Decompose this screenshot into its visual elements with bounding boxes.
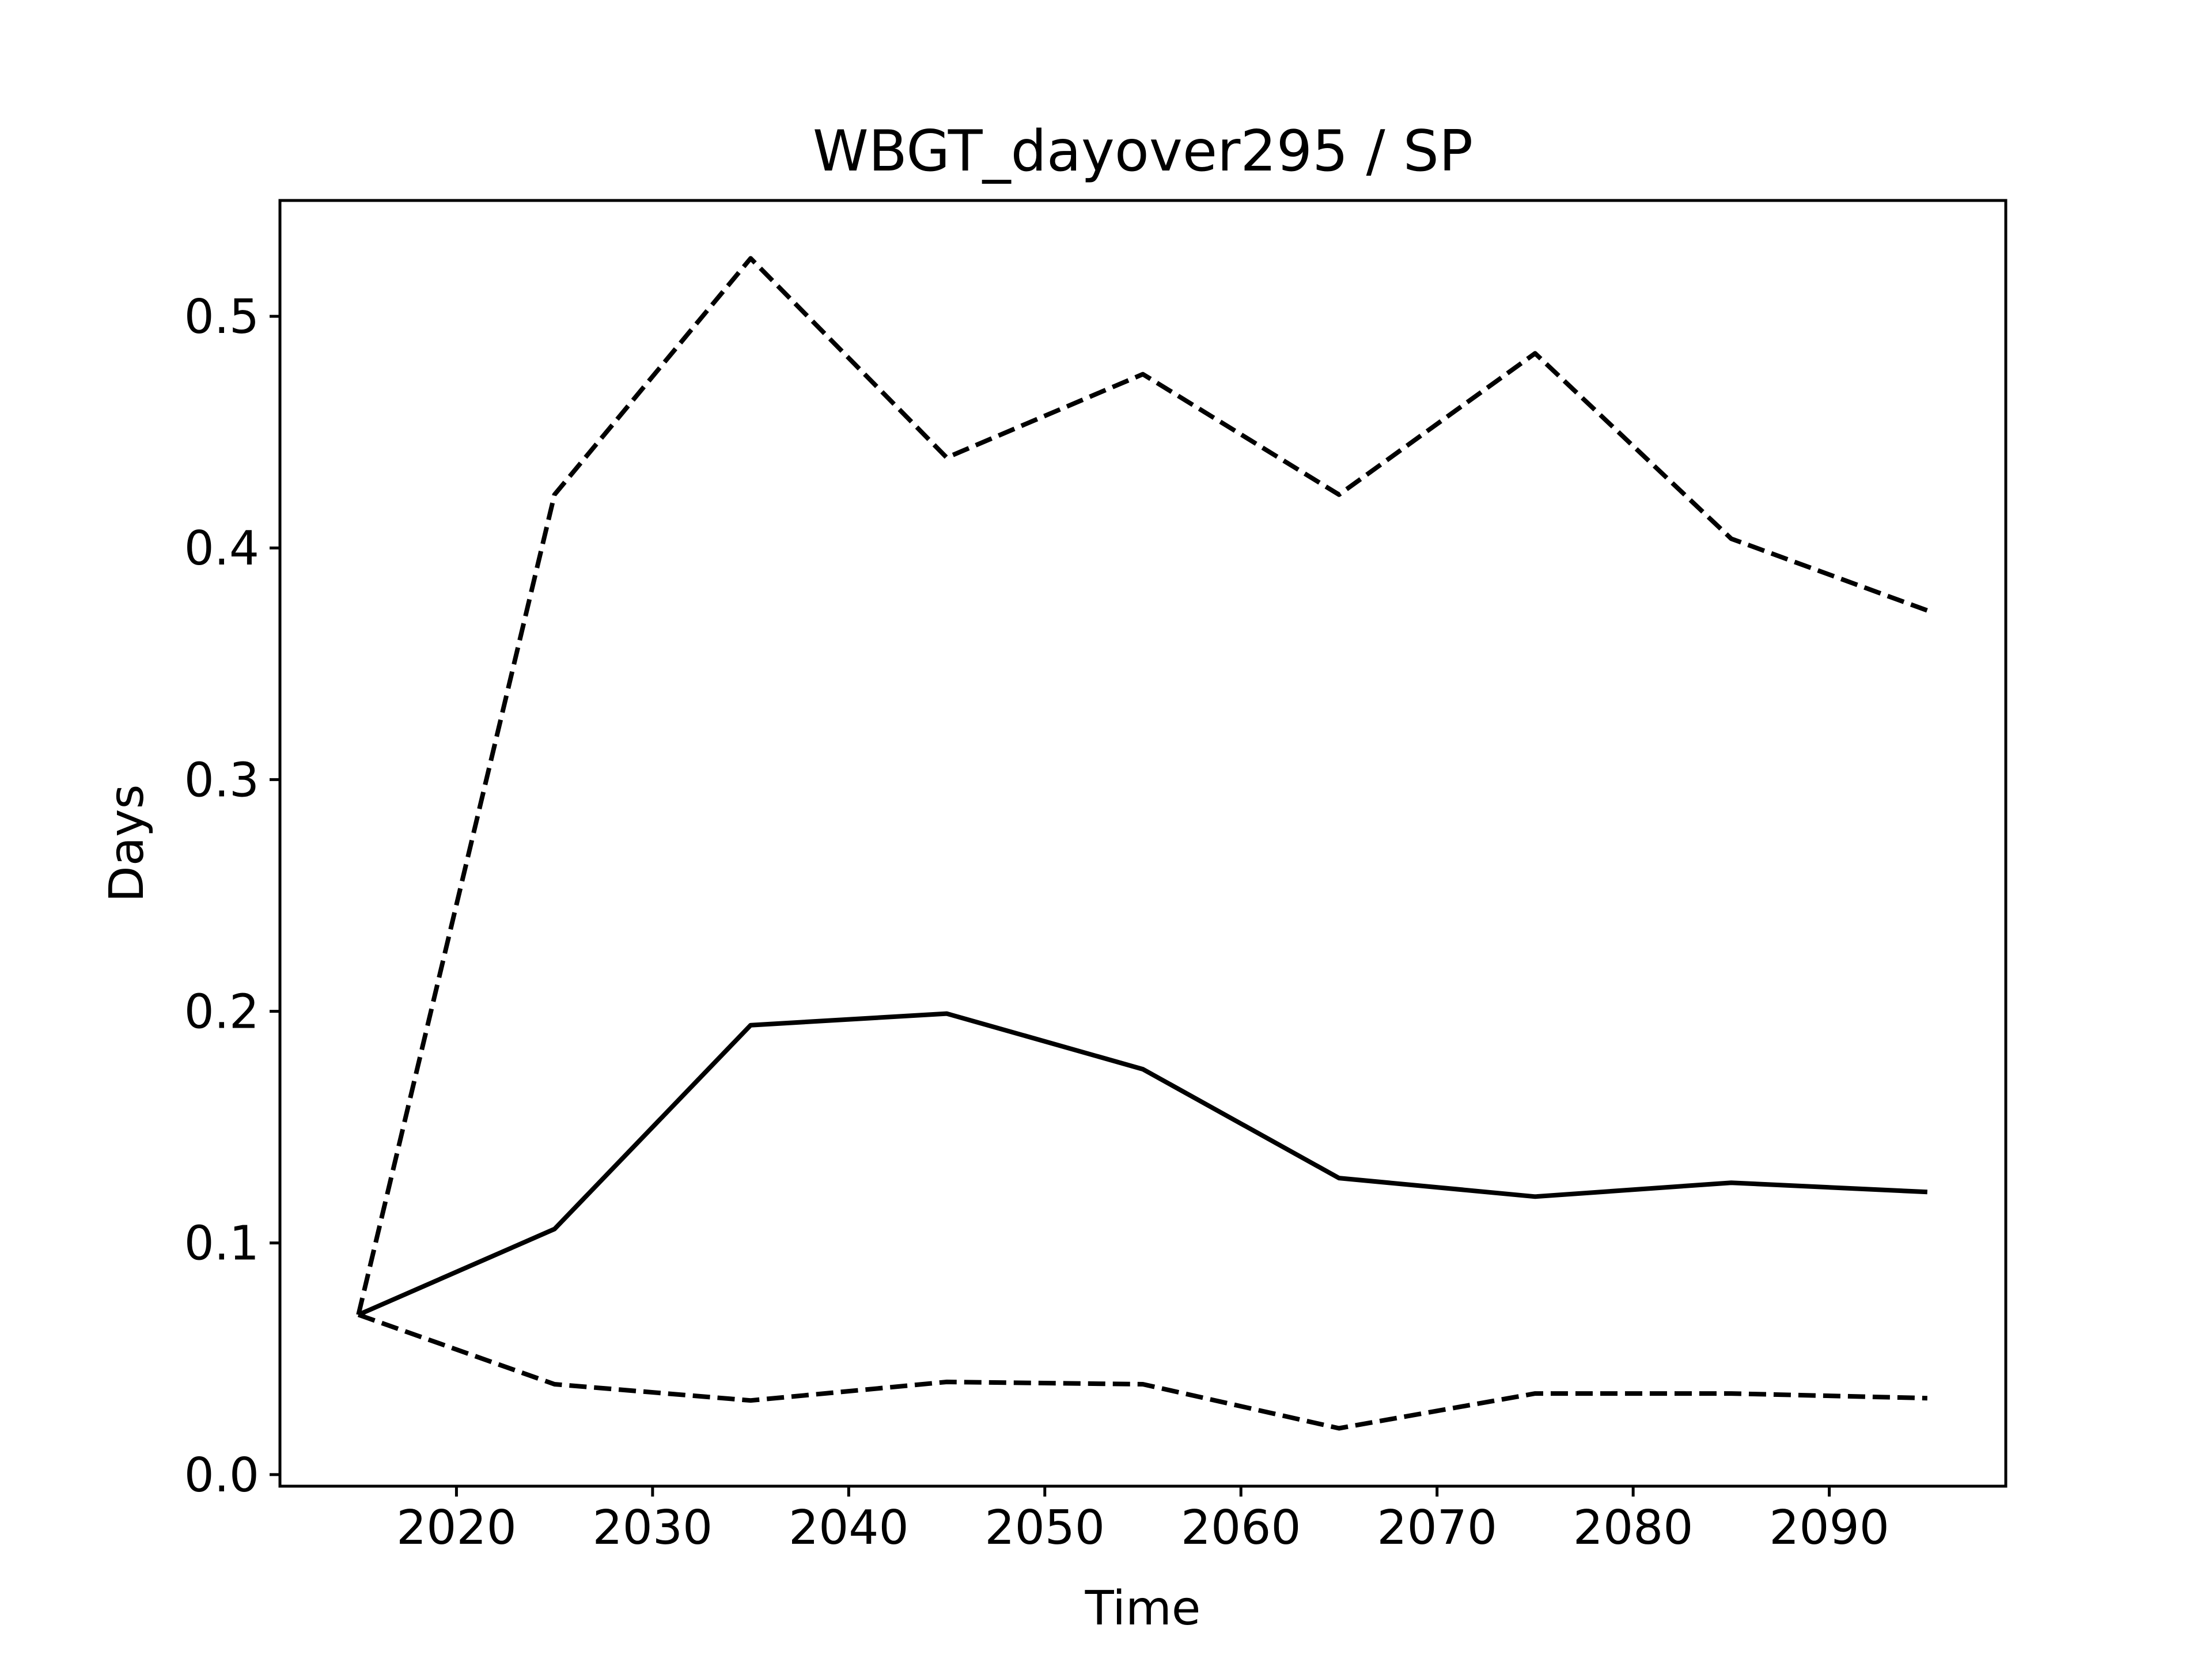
y-tick-label: 0.1 xyxy=(184,1217,259,1271)
y-tick-label: 0.3 xyxy=(184,753,259,808)
y-tick-label: 0.2 xyxy=(184,985,259,1040)
chart-title: WBGT_dayover295 / SP xyxy=(813,119,1473,184)
y-axis: 0.0 0.1 0.2 0.3 0.4 0.5 xyxy=(184,290,280,1503)
y-axis-label: Days xyxy=(100,785,154,903)
x-axis: 2020 2030 2040 2050 2060 2070 2080 2090 xyxy=(396,1486,1889,1555)
y-tick-label: 0.4 xyxy=(184,521,259,576)
x-tick-label: 2080 xyxy=(1573,1501,1694,1555)
y-tick-label: 0.5 xyxy=(184,290,259,344)
x-tick-label: 2020 xyxy=(396,1501,517,1555)
series-line-2 xyxy=(356,256,1929,1316)
x-axis-label: Time xyxy=(1085,1581,1201,1636)
plot-area xyxy=(356,256,1929,1431)
y-tick-label: 0.0 xyxy=(184,1448,259,1503)
x-tick-label: 2040 xyxy=(789,1501,909,1555)
x-tick-label: 2070 xyxy=(1377,1501,1497,1555)
x-tick-label: 2060 xyxy=(1181,1501,1301,1555)
x-tick-label: 2050 xyxy=(984,1501,1105,1555)
plot-frame xyxy=(278,199,2008,1488)
x-tick-label: 2090 xyxy=(1769,1501,1889,1555)
series-line-3 xyxy=(357,1312,1927,1431)
x-tick-label: 2030 xyxy=(593,1501,713,1555)
series-line-1 xyxy=(357,1011,1927,1317)
